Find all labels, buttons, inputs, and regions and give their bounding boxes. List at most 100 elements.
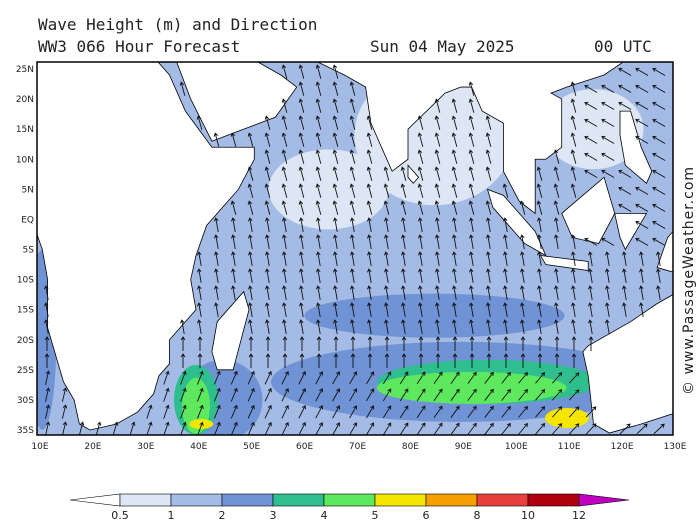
arrow [333, 353, 339, 368]
arrow [553, 183, 560, 198]
arrow [230, 421, 238, 435]
arrow [316, 234, 321, 249]
arrow [316, 336, 322, 351]
arrow [265, 217, 270, 232]
arrow [652, 203, 666, 212]
arrow [299, 285, 304, 300]
arrow [451, 149, 458, 164]
arrow [44, 302, 49, 317]
arrow [163, 404, 170, 419]
arrow [180, 387, 187, 402]
arrow [316, 302, 321, 317]
arrow [399, 405, 409, 419]
title: Wave Height (m) and Direction [38, 15, 317, 34]
arrow [197, 387, 204, 402]
arrow [468, 81, 475, 96]
arrow [503, 302, 508, 317]
arrow [247, 387, 255, 402]
arrow [588, 302, 593, 317]
legend-label: 5 [372, 509, 379, 522]
arrow [503, 234, 508, 249]
arrow [636, 423, 648, 435]
arrow [552, 423, 563, 435]
arrow [503, 268, 508, 283]
arrow [44, 319, 49, 334]
arrow [281, 98, 288, 113]
lat-label: 25N [16, 65, 34, 75]
arrow [367, 353, 373, 368]
arrow [349, 115, 356, 130]
land [407, 164, 420, 184]
arrow [652, 220, 666, 229]
arrow [366, 149, 373, 164]
arrow [584, 135, 598, 144]
arrow [281, 387, 289, 402]
arrow [350, 336, 356, 351]
arrow [332, 64, 339, 79]
arrow [619, 423, 631, 435]
arrow [384, 217, 389, 232]
arrow [635, 220, 649, 229]
arrow [349, 98, 356, 113]
arrow [552, 389, 563, 401]
arrow [248, 234, 253, 249]
arrow [282, 217, 287, 232]
arrow [486, 251, 491, 266]
arrow [435, 353, 441, 368]
arrow [416, 405, 426, 419]
lon-label: 10E [31, 442, 48, 452]
arrow [485, 132, 492, 147]
arrow [571, 353, 577, 368]
arrow [315, 149, 322, 164]
arrow [264, 200, 271, 215]
arrow [401, 285, 406, 300]
arrow [400, 183, 407, 198]
arrow [332, 81, 339, 96]
arrow [434, 183, 441, 198]
arrow [635, 135, 649, 144]
arrow [435, 234, 440, 249]
arrow [468, 115, 475, 130]
arrow [552, 372, 563, 384]
arrow [298, 132, 305, 147]
arrow [281, 115, 288, 130]
arrow [367, 268, 372, 283]
arrow [416, 371, 426, 385]
arrow [366, 405, 375, 419]
arrow [601, 84, 615, 93]
arrow [350, 217, 355, 232]
arrow [601, 237, 615, 246]
arrow [652, 186, 666, 195]
lon-label: 40E [190, 442, 207, 452]
arrow [382, 371, 392, 385]
arrow [349, 81, 356, 96]
arrow [585, 406, 597, 418]
arrow [213, 370, 221, 385]
arrow [197, 421, 204, 435]
arrow [197, 319, 202, 334]
arrow [264, 404, 272, 419]
land [614, 212, 648, 251]
arrow [367, 251, 372, 266]
wave-area [543, 89, 644, 170]
legend-arrow-left [69, 493, 121, 507]
arrow [520, 285, 525, 300]
arrow [652, 152, 666, 161]
arrow [367, 234, 372, 249]
arrow [333, 251, 338, 266]
arrow [418, 251, 423, 266]
arrow [656, 268, 661, 283]
arrow [537, 336, 543, 351]
arrow [554, 319, 559, 334]
legend-swatch [374, 493, 427, 507]
arrow [601, 169, 615, 178]
arrow [350, 353, 356, 368]
arrow [469, 251, 474, 266]
arrow [382, 388, 392, 402]
arrow [367, 217, 372, 232]
arrow [635, 101, 649, 110]
lat-label: 20N [16, 95, 34, 105]
arrow [520, 336, 526, 351]
arrow [486, 268, 491, 283]
legend-label: 6 [423, 509, 430, 522]
